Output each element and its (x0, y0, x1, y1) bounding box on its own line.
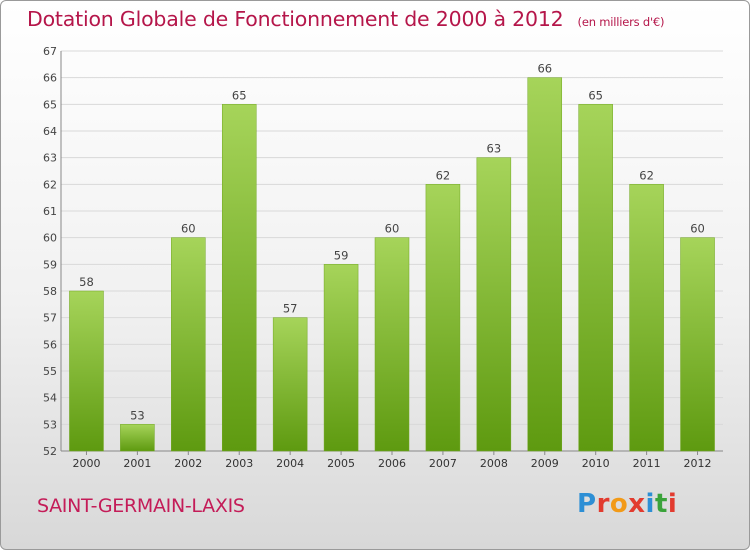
logo-letter: t (654, 489, 668, 519)
bar (425, 184, 461, 452)
chart-unit: (en milliers d'€) (577, 15, 665, 29)
data-label: 57 (283, 302, 298, 316)
y-tick-label: 66 (43, 72, 57, 85)
y-tick-label: 65 (43, 98, 57, 111)
x-tick-label: 2011 (633, 457, 661, 470)
y-tick-label: 60 (43, 232, 57, 245)
bar (221, 104, 257, 452)
logo-letter: x (628, 489, 646, 519)
y-tick-label: 64 (43, 125, 57, 138)
bar (629, 184, 664, 452)
x-tick-label: 2007 (429, 457, 457, 470)
bar (272, 317, 308, 452)
y-tick-label: 67 (43, 45, 57, 58)
bar (69, 290, 104, 452)
chart-title: Dotation Globale de Fonctionnement de 20… (27, 7, 665, 31)
x-tick-label: 2005 (327, 457, 355, 470)
data-label: 63 (487, 142, 502, 156)
data-label: 65 (588, 88, 603, 102)
logo-letter: o (609, 489, 629, 519)
y-tick-label: 57 (43, 312, 57, 325)
data-label: 65 (232, 88, 247, 102)
data-label: 60 (181, 222, 196, 236)
x-tick-label: 2004 (276, 457, 304, 470)
x-tick-label: 2008 (480, 457, 508, 470)
y-tick-label: 58 (43, 285, 57, 298)
y-tick-label: 59 (43, 258, 57, 271)
y-tick-label: 61 (43, 205, 57, 218)
bar (171, 237, 206, 452)
bar (476, 157, 512, 452)
data-label: 58 (79, 275, 94, 289)
x-tick-label: 2001 (123, 457, 151, 470)
logo-letter: P (577, 489, 597, 519)
y-tick-label: 63 (43, 152, 57, 165)
y-tick-label: 54 (43, 392, 57, 405)
logo-letter: i (667, 489, 678, 519)
bar (323, 264, 359, 452)
bar (527, 77, 563, 452)
logo-letter: r (596, 489, 610, 519)
x-tick-label: 2000 (72, 457, 100, 470)
y-tick-label: 53 (43, 418, 57, 431)
x-tick-label: 2002 (174, 457, 202, 470)
y-tick-label: 55 (43, 365, 57, 378)
chart-title-text: Dotation Globale de Fonctionnement de 20… (27, 7, 564, 31)
proxiti-logo: Proxiti (577, 489, 677, 519)
logo-letter: i (645, 489, 655, 519)
data-label: 60 (690, 222, 705, 236)
x-tick-label: 2003 (225, 457, 253, 470)
y-tick-label: 56 (43, 338, 57, 351)
data-label: 62 (436, 168, 451, 182)
y-tick-label: 52 (43, 445, 57, 458)
data-label: 60 (385, 222, 400, 236)
y-tick-label: 62 (43, 178, 57, 191)
x-tick-label: 2009 (531, 457, 559, 470)
bar (578, 104, 613, 452)
bar (680, 237, 715, 452)
x-tick-label: 2006 (378, 457, 406, 470)
data-label: 53 (130, 408, 145, 422)
commune-name: SAINT-GERMAIN-LAXIS (37, 495, 245, 517)
data-label: 59 (334, 248, 349, 262)
bar (374, 237, 410, 452)
data-label: 66 (537, 62, 552, 76)
x-tick-label: 2010 (582, 457, 610, 470)
bar (120, 424, 155, 452)
data-label: 62 (639, 168, 654, 182)
x-tick-label: 2012 (684, 457, 712, 470)
